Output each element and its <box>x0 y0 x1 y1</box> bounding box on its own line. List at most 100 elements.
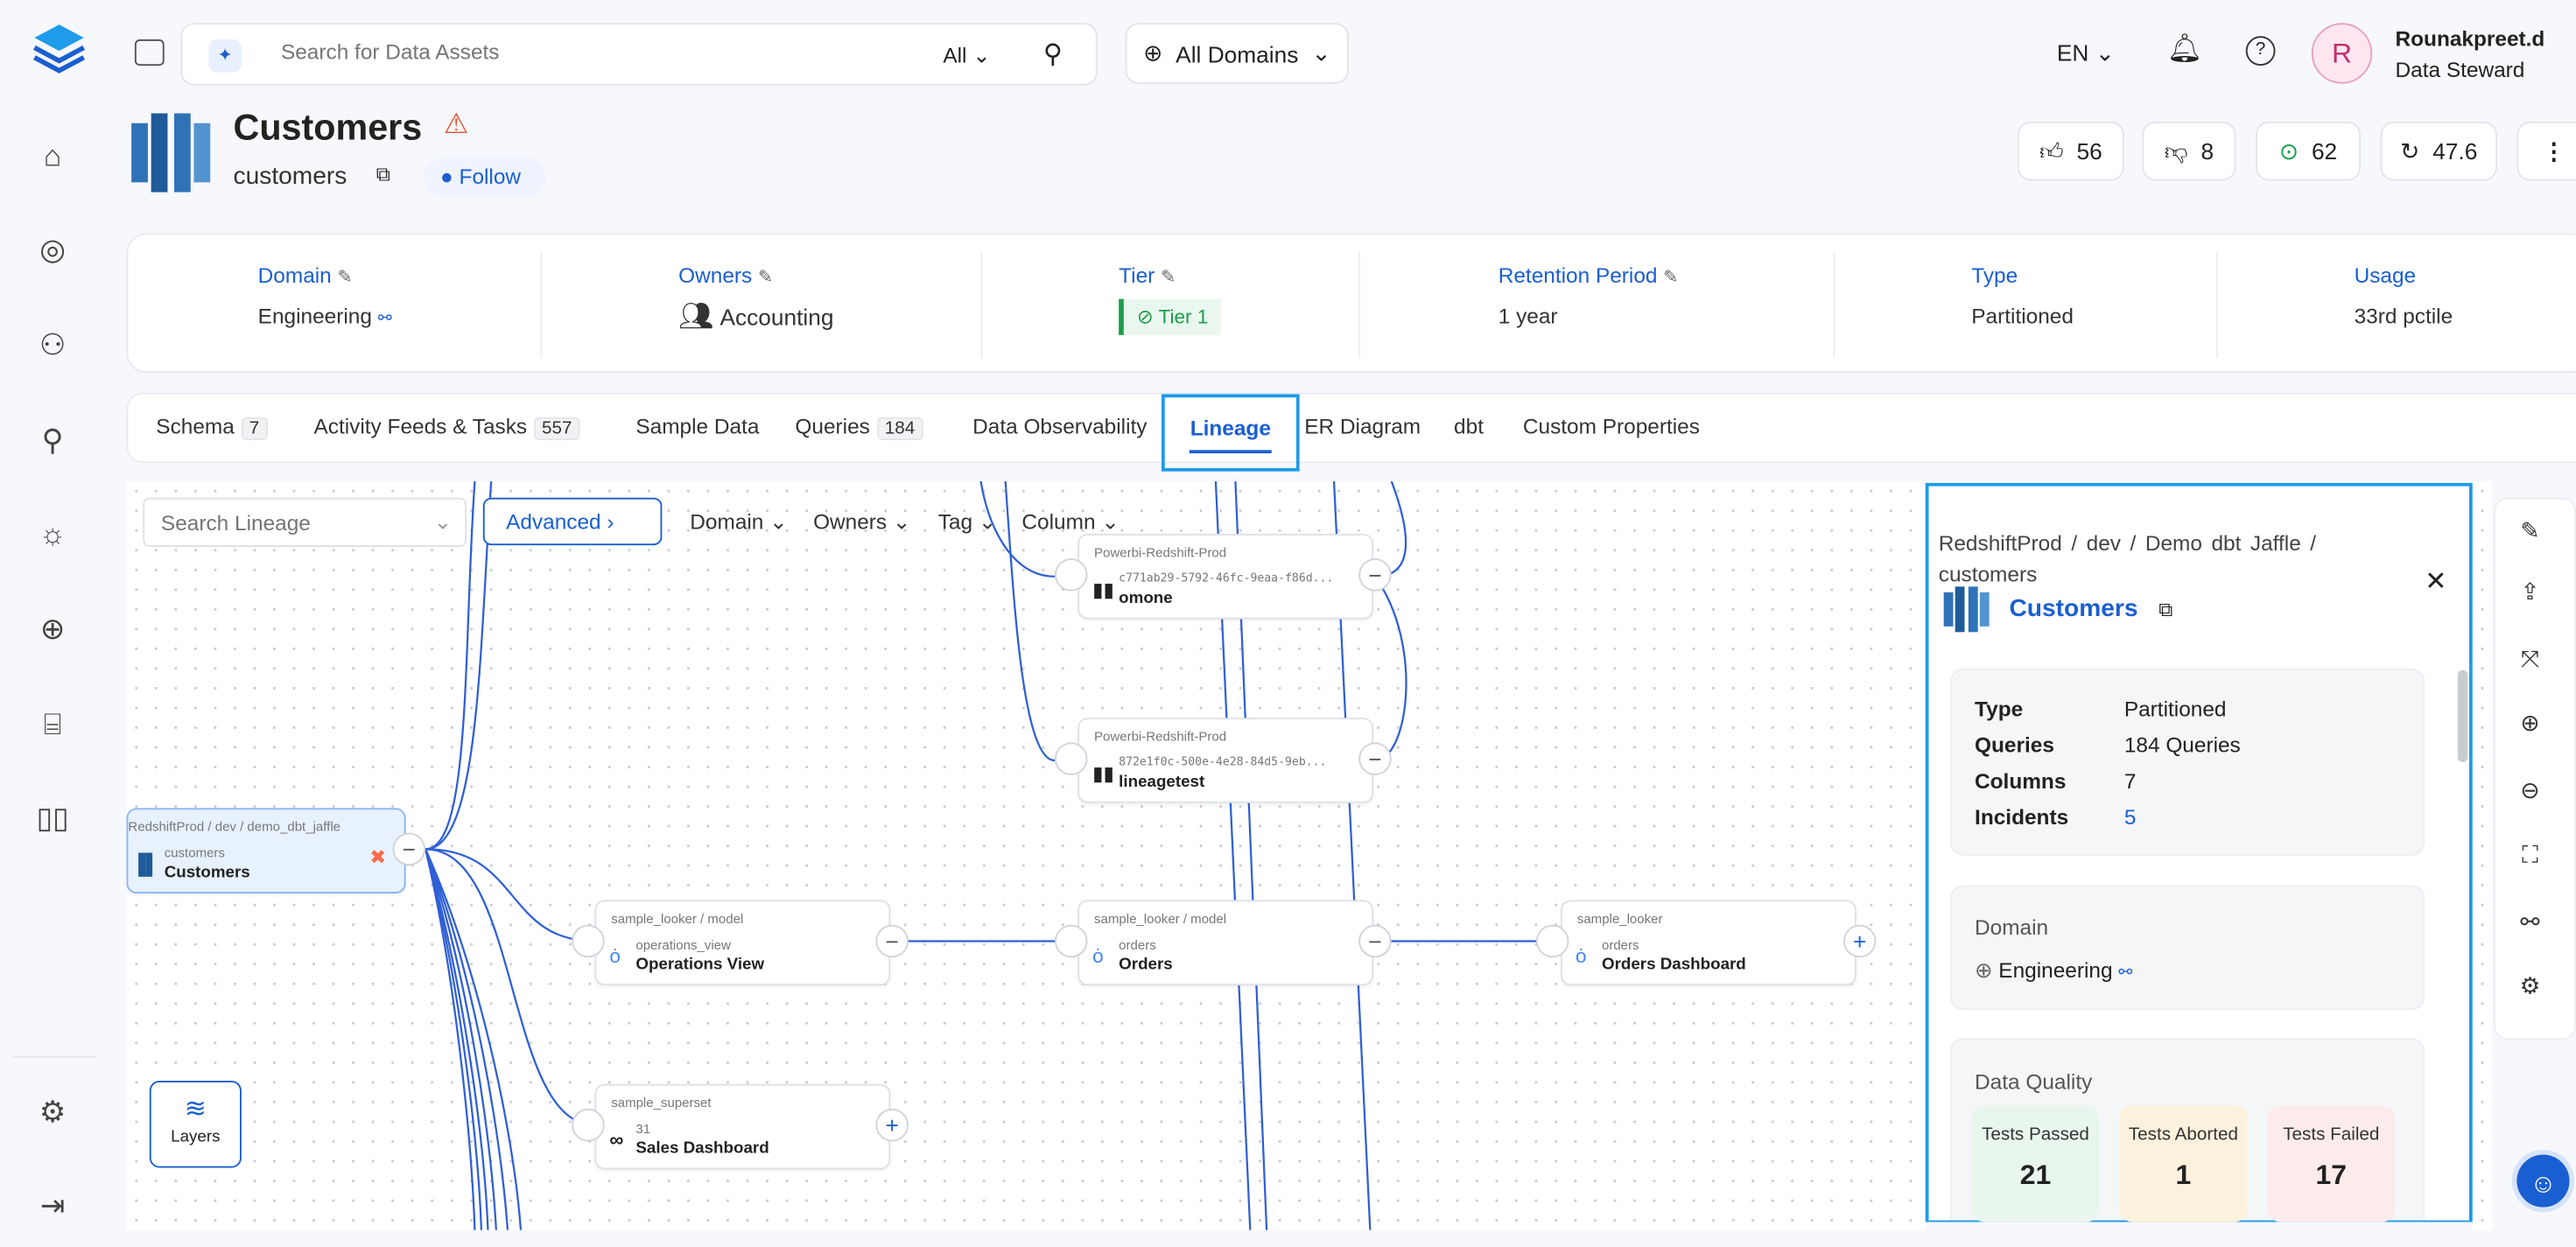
follow-button[interactable]: ● Follow <box>424 158 546 198</box>
tests-failed-box[interactable]: Tests Failed 17 <box>2267 1105 2396 1222</box>
search-icon[interactable]: ⚲ <box>1042 40 1063 69</box>
lineage-node-customers[interactable]: RedshiftProd / dev / demo_dbt_jaffle ▐▌ … <box>126 808 406 894</box>
bell-icon[interactable]: 🔔︎ <box>2166 32 2203 65</box>
user-name[interactable]: Rounakpreet.d <box>2395 26 2545 52</box>
settings-icon[interactable]: ⚙ <box>39 1095 67 1129</box>
incidents-link[interactable]: 5 <box>2123 804 2137 830</box>
settings-icon[interactable]: ⚙ <box>2519 972 2541 999</box>
tab-custom-properties[interactable]: Custom Properties <box>1522 413 1700 439</box>
alert-icon[interactable]: ⚠ <box>443 108 469 140</box>
panel-breadcrumb[interactable]: RedshiftProd / dev / Demo dbt Jaffle / c… <box>1938 530 2317 587</box>
filter-tag[interactable]: Tag ⌄ <box>937 508 997 534</box>
tab-dbt[interactable]: dbt <box>1454 413 1484 439</box>
chatbot-button[interactable]: ☺ <box>2511 1149 2575 1213</box>
governance-icon[interactable]: ⌸ <box>43 707 62 741</box>
expand-handle[interactable] <box>572 924 605 958</box>
home-icon[interactable]: ⌂ <box>43 139 62 173</box>
expand-handle[interactable] <box>1054 558 1088 592</box>
tests-aborted-box[interactable]: Tests Aborted 1 <box>2119 1105 2248 1222</box>
lineage-node-orders-dashboard[interactable]: sample_looker ȯ orders Orders Dashboard <box>1561 900 1857 986</box>
copy-icon[interactable]: ⧉ <box>376 162 390 186</box>
lineage-node-omone[interactable]: Powerbi-Redshift-Prod ▮▮ c771ab29-5792-4… <box>1077 533 1374 620</box>
collapse-handle[interactable]: − <box>875 924 909 958</box>
lineage-node-sales-dashboard[interactable]: sample_superset ∞ 31 Sales Dashboard <box>594 1083 891 1170</box>
filter-domain[interactable]: Domain ⌄ <box>690 508 788 534</box>
domain-value[interactable]: Engineering <box>1998 957 2113 983</box>
lineage-search[interactable]: ⌄ <box>143 497 467 548</box>
tab-sample-data[interactable]: Sample Data <box>635 413 760 439</box>
advanced-button[interactable]: Advanced › <box>482 497 663 546</box>
domain-selector[interactable]: ⊕ All Domains ⌄ <box>1125 23 1349 84</box>
dislike-button[interactable]: 👎︎ 8 <box>2142 121 2236 181</box>
observability-icon[interactable]: ⚲ <box>41 424 64 457</box>
filter-owners[interactable]: Owners ⌄ <box>813 508 911 534</box>
explore-icon[interactable]: ◎ <box>39 233 66 267</box>
tab-lineage[interactable]: Lineage <box>1161 394 1300 472</box>
expand-handle[interactable] <box>1535 924 1569 958</box>
tier-badge[interactable]: ⊘ Tier 1 <box>1119 298 1222 335</box>
zoom-out-icon[interactable]: ⊖ <box>2520 776 2540 803</box>
collapse-handle[interactable]: − <box>1358 558 1392 592</box>
tab-queries[interactable]: Queries 184 <box>795 414 923 441</box>
tab-er-diagram[interactable]: ER Diagram <box>1304 413 1421 439</box>
collapse-handle[interactable]: − <box>392 832 426 866</box>
expand-handle[interactable] <box>1054 742 1088 775</box>
lineage-icon[interactable]: ⚇ <box>39 328 67 361</box>
tab-activity-feeds[interactable]: Activity Feeds & Tasks 557 <box>313 414 580 441</box>
tab-schema[interactable]: Schema 7 <box>156 414 268 441</box>
glossary-icon[interactable]: ▯▯ <box>36 801 69 835</box>
domain-value[interactable]: Engineering <box>257 304 372 329</box>
node-name: Customers <box>164 864 250 882</box>
edit-lineage-icon[interactable]: ✎ <box>2520 517 2540 544</box>
filter-column[interactable]: Column ⌄ <box>1021 508 1120 534</box>
search-input[interactable] <box>280 39 906 65</box>
layers-button[interactable]: ≋ Layers <box>149 1081 242 1168</box>
copy-icon[interactable]: ⧉ <box>2158 598 2173 621</box>
tab-data-observability[interactable]: Data Observability <box>972 413 1148 439</box>
node-fqn: 31 <box>635 1121 651 1137</box>
collapse-handle[interactable]: − <box>1358 742 1392 775</box>
column-lineage-icon[interactable]: ⚯ <box>2520 907 2540 935</box>
expand-handle[interactable] <box>1054 924 1088 958</box>
expand-plus-handle[interactable]: + <box>1843 924 1877 958</box>
app-logo[interactable] <box>30 20 89 80</box>
edit-icon[interactable]: ✎ <box>1161 267 1176 288</box>
lineage-node-lineagetest[interactable]: Powerbi-Redshift-Prod ▮▮ 872e1f0c-500e-4… <box>1077 718 1374 803</box>
version-button[interactable]: ↻ 47.6 <box>2380 121 2497 181</box>
fit-view-icon[interactable]: ⤧ <box>2520 645 2539 672</box>
panel-title[interactable]: Customers <box>2009 594 2138 623</box>
edit-icon[interactable]: ✎ <box>337 267 353 288</box>
close-icon[interactable]: ✕ <box>2425 568 2447 597</box>
expand-handle[interactable] <box>572 1108 605 1142</box>
search-scope-dropdown[interactable]: All ⌄ <box>943 42 991 67</box>
owner-value[interactable]: Accounting <box>719 304 834 331</box>
logout-icon[interactable]: ⇥ <box>39 1188 66 1222</box>
global-search[interactable]: ✦ All ⌄ ⚲ <box>180 23 1098 86</box>
lineage-node-orders[interactable]: sample_looker / model ȯ orders Orders <box>1077 900 1374 986</box>
expand-plus-handle[interactable]: + <box>875 1108 909 1142</box>
export-icon[interactable]: ⇪ <box>2520 578 2540 605</box>
more-options-button[interactable]: ⋮ <box>2516 121 2576 181</box>
fullscreen-icon[interactable]: ⛶ <box>2522 840 2538 868</box>
lineage-search-input[interactable] <box>160 510 425 536</box>
avatar[interactable]: R <box>2311 23 2373 84</box>
lineage-node-operations-view[interactable]: sample_looker / model ȯ operations_view … <box>594 900 891 986</box>
collapse-handle[interactable]: − <box>1358 924 1392 958</box>
node-fqn: orders <box>1119 937 1156 953</box>
lineage-edge <box>1374 576 1407 762</box>
help-icon[interactable]: ? <box>2245 36 2276 67</box>
zoom-in-icon[interactable]: ⊕ <box>2520 709 2540 736</box>
tasks-button[interactable]: ⊙ 62 <box>2255 121 2362 181</box>
edit-icon[interactable]: ✎ <box>758 267 774 288</box>
edit-icon[interactable]: ✎ <box>1663 267 1679 288</box>
node-fqn: customers <box>164 845 225 861</box>
like-button[interactable]: 👍︎ 56 <box>2017 121 2124 181</box>
insights-icon[interactable]: ☼ <box>39 517 67 550</box>
node-fqn: c771ab29-5792-46fc-9eaa-f86d... <box>1119 571 1334 585</box>
panel-scrollbar[interactable] <box>2457 669 2468 762</box>
sidebar-toggle-icon[interactable] <box>134 39 165 67</box>
language-selector[interactable]: EN ⌄ <box>2056 39 2115 67</box>
domains-icon[interactable]: ⊕ <box>39 613 66 646</box>
tests-passed-box[interactable]: Tests Passed 21 <box>1971 1105 2100 1222</box>
tab-count: 184 <box>876 417 923 441</box>
